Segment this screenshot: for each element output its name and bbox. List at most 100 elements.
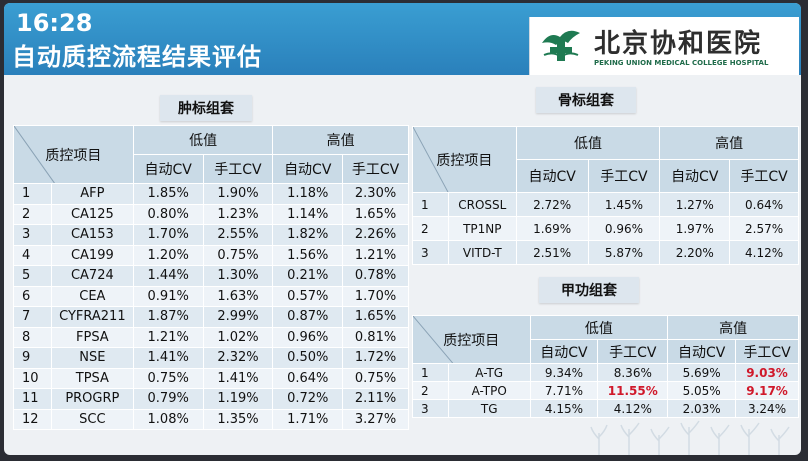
table-row: 1 CROSSL 2.72% 1.45% 1.27% 0.64%: [412, 192, 799, 217]
table-row: 3 TG 4.15% 4.12% 2.03% 3.24%: [412, 399, 799, 418]
hospital-emblem-icon: [542, 30, 580, 61]
high-auto-cv: 0.87%: [272, 306, 344, 328]
high-auto-cv: 1.71%: [272, 408, 344, 430]
high-manual-cv: 4.12%: [729, 240, 799, 265]
table-row: 4 CA199 1.20% 0.75% 1.56% 1.21%: [13, 244, 409, 266]
auto-cv-header: 自动CV: [659, 159, 731, 193]
page-title: 自动质控流程结果评估: [12, 43, 262, 71]
high-manual-cv: 0.78%: [342, 265, 409, 287]
low-auto-cv: 7.71%: [529, 381, 599, 400]
table-row: 12 SCC 1.08% 1.35% 1.71% 3.27%: [13, 408, 409, 430]
qc-item-name: FPSA: [50, 326, 134, 348]
high-manual-cv: 0.64%: [729, 192, 799, 217]
low-manual-cv: 2.99%: [202, 306, 274, 328]
high-manual-cv: 1.65%: [342, 203, 409, 225]
qc-item-name: CA724: [50, 265, 134, 287]
row-index: 3: [412, 240, 449, 265]
low-manual-cv: 2.32%: [202, 347, 274, 369]
low-manual-cv: 4.12%: [597, 399, 669, 418]
table-row: 2 TP1NP 1.69% 0.96% 1.97% 2.57%: [412, 216, 799, 241]
high-manual-cv: 1.21%: [342, 244, 409, 266]
low-manual-cv: 1.63%: [202, 285, 274, 307]
low-manual-cv: 11.55%: [597, 381, 669, 400]
low-manual-cv: 1.45%: [587, 192, 661, 217]
qc-item-name: AFP: [50, 183, 134, 205]
table-row: 2 CA125 0.80% 1.23% 1.14% 1.65%: [13, 203, 409, 225]
table-row: 1 A-TG 9.34% 8.36% 5.69% 9.03%: [412, 363, 799, 382]
row-index: 9: [13, 347, 52, 369]
row-index: 1: [412, 192, 449, 217]
high-auto-cv: 0.57%: [272, 285, 344, 307]
low-manual-cv: 2.55%: [202, 224, 274, 246]
qc-item-name: NSE: [50, 347, 134, 369]
row-index: 1: [412, 363, 449, 382]
low-auto-cv: 1.85%: [132, 183, 204, 205]
qc-item-name: A-TG: [447, 363, 531, 382]
high-auto-cv: 2.03%: [667, 399, 737, 418]
row-index: 1: [13, 183, 52, 205]
row-index: 2: [412, 216, 449, 241]
high-manual-cv: 2.57%: [729, 216, 799, 241]
low-manual-cv: 0.75%: [202, 244, 274, 266]
low-manual-cv: 1.41%: [202, 367, 274, 389]
slide: 16:28 自动质控流程结果评估 北京协和医院 PEKING UNION MED…: [4, 3, 801, 455]
high-auto-cv: 0.64%: [272, 367, 344, 389]
auto-cv-header: 自动CV: [515, 159, 589, 193]
low-auto-cv: 0.91%: [132, 285, 204, 307]
high-auto-cv: 1.82%: [272, 224, 344, 246]
manual-cv-header: 手工CV: [202, 154, 274, 184]
qc-item-name: VITD-T: [447, 240, 517, 265]
low-auto-cv: 2.51%: [515, 240, 589, 265]
qc-item-name: TG: [447, 399, 531, 418]
qc-item-name: CA125: [50, 203, 134, 225]
bone-panel-label: 骨标组套: [536, 87, 636, 113]
high-manual-cv: 1.72%: [342, 347, 409, 369]
low-auto-cv: 1.08%: [132, 408, 204, 430]
auto-cv-header: 自动CV: [529, 339, 599, 364]
high-auto-cv: 1.97%: [659, 216, 731, 241]
row-index: 10: [13, 367, 52, 389]
qc-item-name: CA153: [50, 224, 134, 246]
low-manual-cv: 1.90%: [202, 183, 274, 205]
high-manual-cv: 2.11%: [342, 388, 409, 410]
low-auto-cv: 0.79%: [132, 388, 204, 410]
low-auto-cv: 2.72%: [515, 192, 589, 217]
table-row: 7 CYFRA211 1.87% 2.99% 0.87% 1.65%: [13, 306, 409, 328]
low-manual-cv: 0.96%: [587, 216, 661, 241]
row-index: 3: [13, 224, 52, 246]
low-auto-cv: 0.75%: [132, 367, 204, 389]
low-manual-cv: 5.87%: [587, 240, 661, 265]
status-time: 16:28: [16, 9, 93, 37]
table-row: 8 FPSA 1.21% 1.02% 0.96% 0.81%: [13, 326, 409, 348]
low-auto-cv: 0.80%: [132, 203, 204, 225]
high-value-header: 高值: [667, 315, 799, 340]
row-index: 7: [13, 306, 52, 328]
high-auto-cv: 0.50%: [272, 347, 344, 369]
high-value-header: 高值: [272, 125, 409, 155]
qc-item-name: CEA: [50, 285, 134, 307]
high-manual-cv: 3.24%: [735, 399, 799, 418]
row-index: 2: [412, 381, 449, 400]
tumor-panel-label: 肿标组套: [160, 95, 252, 121]
table-row: 5 CA724 1.44% 1.30% 0.21% 0.78%: [13, 265, 409, 287]
high-value-header: 高值: [659, 126, 799, 160]
table-row: 11 PROGRP 0.79% 1.19% 0.72% 2.11%: [13, 388, 409, 410]
qc-item-name: A-TPO: [447, 381, 531, 400]
qc-item-name: SCC: [50, 408, 134, 430]
table-row: 1 AFP 1.85% 1.90% 1.18% 2.30%: [13, 183, 409, 205]
table-row: 3 CA153 1.70% 2.55% 1.82% 2.26%: [13, 224, 409, 246]
table-row: 10 TPSA 0.75% 1.41% 0.64% 0.75%: [13, 367, 409, 389]
manual-cv-header: 手工CV: [729, 159, 799, 193]
qc-item-header: 质控项目: [412, 126, 517, 193]
high-manual-cv: 1.65%: [342, 306, 409, 328]
low-auto-cv: 9.34%: [529, 363, 599, 382]
high-auto-cv: 1.18%: [272, 183, 344, 205]
low-manual-cv: 1.19%: [202, 388, 274, 410]
logo-english-name: PEKING UNION MEDICAL COLLEGE HOSPITAL: [594, 59, 769, 67]
manual-cv-header: 手工CV: [342, 154, 409, 184]
logo-chinese-name: 北京协和医院: [594, 29, 763, 59]
manual-cv-header: 手工CV: [587, 159, 661, 193]
table-row: 6 CEA 0.91% 1.63% 0.57% 1.70%: [13, 285, 409, 307]
low-auto-cv: 4.15%: [529, 399, 599, 418]
auto-cv-header: 自动CV: [667, 339, 737, 364]
